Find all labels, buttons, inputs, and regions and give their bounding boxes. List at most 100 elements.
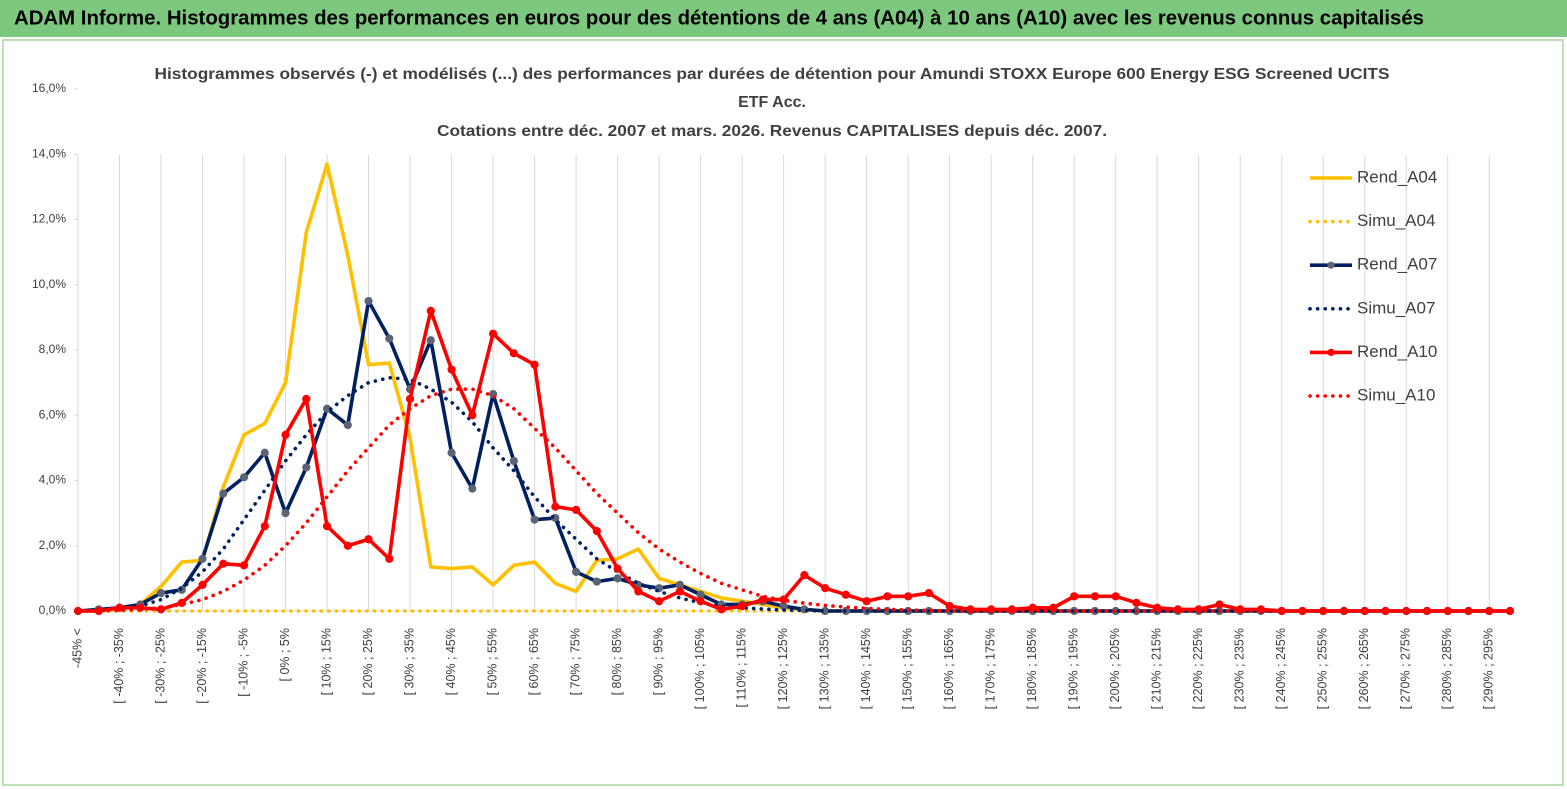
chart-title: Cotations entre déc. 2007 et mars. 2026.…: [437, 123, 1107, 140]
x-tick-label: [ 130% ; 135%: [817, 628, 831, 709]
point: [260, 522, 269, 531]
point: [115, 603, 124, 612]
point: [530, 515, 539, 524]
point: [530, 360, 539, 369]
point: [239, 473, 249, 482]
point: [219, 489, 228, 498]
x-tick-label: [ 270% ; 275%: [1399, 628, 1413, 709]
point: [302, 394, 311, 404]
point: [821, 584, 830, 593]
point: [281, 430, 290, 439]
point: [862, 597, 871, 606]
point: [302, 463, 311, 472]
plot: -45% < [ -40% ; -35% [ -30% ; -25% [ -20% ;…: [32, 81, 1515, 709]
x-tick-label: [ 220% ; 225%: [1191, 628, 1205, 709]
y-tick-label: 12,0%: [32, 212, 66, 226]
point: [468, 411, 477, 420]
point: [385, 554, 394, 563]
point: [385, 334, 394, 343]
x-tick-label: [ 100% ; 105%: [693, 628, 707, 709]
point: [364, 296, 373, 306]
x-tick-label: [ 170% ; 175%: [983, 628, 997, 709]
point: [468, 484, 477, 493]
legend-label: Rend_A04: [1357, 167, 1437, 186]
x-tick-label: [ 230% ; 235%: [1232, 628, 1246, 709]
x-tick-label: [ 250% ; 255%: [1316, 628, 1330, 709]
chart-frame: [2, 39, 1564, 786]
y-tick-label: 4,0%: [39, 473, 67, 487]
point: [488, 329, 498, 338]
series-line: [78, 309, 1510, 613]
x-tick-label: [ 30% ; 35%: [402, 628, 416, 695]
y-tick-label: 2,0%: [39, 538, 67, 552]
point: [364, 535, 373, 544]
y-tick-label: 16,0%: [32, 81, 66, 95]
point: [447, 448, 456, 457]
point: [945, 602, 954, 611]
point: [1111, 592, 1120, 601]
point: [904, 592, 913, 601]
x-tick-label: [ -20% ; -15%: [195, 628, 209, 704]
point: [738, 602, 747, 611]
point: [613, 564, 622, 573]
x-tick-label: [ 10% ; 15%: [319, 628, 333, 695]
point: [551, 502, 560, 511]
point: [717, 605, 726, 614]
x-tick-label: [ 70% ; 75%: [568, 628, 582, 695]
point: [447, 365, 456, 374]
point: [592, 577, 601, 586]
point: [1132, 598, 1141, 607]
x-tick-label: [ -10% ; -5%: [236, 628, 250, 697]
legend-label: Simu_A07: [1357, 298, 1435, 317]
x-tick-label: [ 40% ; 45%: [444, 628, 458, 695]
point: [260, 448, 269, 457]
x-tick-label: [ 50% ; 55%: [485, 628, 499, 695]
point: [800, 571, 809, 580]
point: [219, 559, 228, 568]
x-tick-label: [ 60% ; 65%: [527, 628, 541, 695]
point: [675, 587, 684, 596]
x-tick-label: [ -40% ; -35%: [112, 628, 126, 704]
y-tick-label: 8,0%: [39, 342, 67, 356]
point: [696, 597, 705, 606]
chart-title: ETF Acc.: [738, 94, 806, 111]
point: [426, 336, 435, 345]
y-tick-label: 14,0%: [32, 146, 66, 160]
point: [634, 587, 643, 596]
legend-label: Rend_A07: [1357, 255, 1437, 274]
x-tick-label: -45% <: [70, 628, 84, 668]
x-tick-label: [ 280% ; 285%: [1440, 628, 1454, 709]
x-tick-label: [ 90% ; 95%: [651, 628, 665, 695]
point: [592, 526, 601, 536]
x-tick-label: [ 180% ; 185%: [1025, 628, 1039, 709]
point: [322, 522, 332, 531]
x-tick-label: [ 140% ; 145%: [859, 628, 873, 709]
point: [1215, 600, 1224, 609]
x-tick-label: [ 200% ; 205%: [1108, 628, 1122, 709]
legend-label: Simu_A04: [1357, 211, 1435, 230]
point: [509, 456, 518, 466]
y-tick-label: 10,0%: [32, 277, 66, 291]
x-tick-label: [ 190% ; 195%: [1066, 628, 1080, 709]
point: [883, 592, 892, 601]
point: [281, 509, 290, 518]
header-bar: [0, 0, 1567, 37]
x-tick-label: [ 210% ; 215%: [1149, 628, 1163, 709]
point: [343, 541, 352, 550]
x-tick-label: [ 150% ; 155%: [900, 628, 914, 709]
x-tick-label: [ 20% ; 25%: [361, 628, 375, 695]
series-line: [76, 387, 1512, 613]
point: [198, 580, 207, 590]
point: [613, 574, 622, 583]
point: [655, 597, 664, 606]
x-tick-label: [ 80% ; 85%: [610, 628, 624, 695]
legend-label: Rend_A10: [1357, 342, 1437, 361]
point: [405, 394, 415, 404]
point: [924, 588, 933, 598]
point: [571, 567, 581, 576]
legend-label: Simu_A10: [1357, 385, 1435, 404]
point: [156, 588, 166, 598]
x-tick-label: [ 290% ; 295%: [1482, 628, 1496, 709]
legend-marker: [1327, 348, 1335, 356]
point: [198, 554, 207, 563]
